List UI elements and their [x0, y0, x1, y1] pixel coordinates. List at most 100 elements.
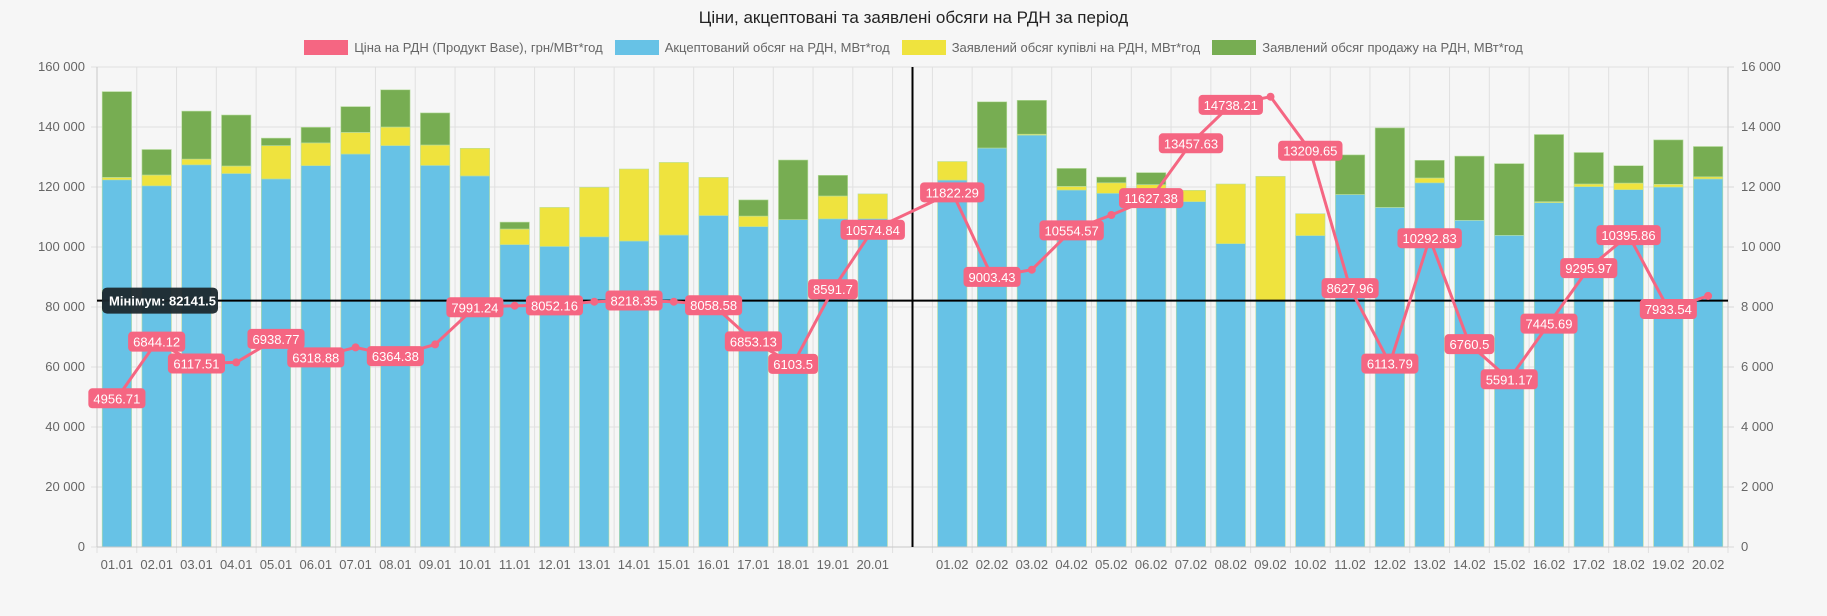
bar-segment-buy — [1414, 177, 1445, 184]
bar-segment-accepted — [1693, 178, 1724, 548]
x-tick-label: 15.02 — [1493, 557, 1526, 572]
x-tick-label: 20.01 — [856, 557, 889, 572]
price-data-label-bg — [446, 297, 504, 318]
bar-segment-accepted — [937, 179, 968, 548]
chart-title: Ціни, акцептовані та заявлені обсяги на … — [698, 8, 1129, 27]
x-tick-label: 10.02 — [1294, 557, 1327, 572]
bar-segment-sell — [778, 159, 809, 221]
bar-segment-accepted — [1096, 193, 1127, 548]
price-data-label: 9003.43 — [969, 270, 1016, 285]
x-tick-label: 04.02 — [1055, 557, 1088, 572]
price-data-label: 6318.88 — [292, 350, 339, 365]
bar-segment-buy — [1653, 184, 1684, 188]
bar-segment-accepted — [857, 218, 888, 548]
bar-segment-sell — [1414, 160, 1445, 179]
bar-segment-accepted — [101, 179, 132, 548]
x-tick-label: 02.02 — [976, 557, 1009, 572]
price-data-label: 6938.77 — [253, 332, 300, 347]
x-tick-label: 04.01 — [220, 557, 253, 572]
bar-segment-sell — [1335, 154, 1366, 195]
bar-segment-buy — [857, 193, 888, 220]
price-point — [590, 297, 599, 306]
price-data-label-bg — [605, 290, 663, 311]
x-tick-label: 09.02 — [1254, 557, 1287, 572]
bar-segment-accepted — [1016, 134, 1047, 548]
bar-segment-buy — [539, 207, 570, 247]
price-point — [232, 358, 241, 367]
bar-segment-sell — [340, 106, 371, 133]
price-data-label-bg — [1480, 369, 1538, 390]
price-data-label-bg — [1596, 225, 1661, 246]
x-tick-label: 01.02 — [936, 557, 969, 572]
legend-swatch-buy-volume — [901, 40, 946, 55]
x-tick-label: 02.01 — [140, 557, 173, 572]
bar-segment-sell — [1374, 127, 1405, 208]
bar-segment-accepted — [420, 165, 451, 548]
bar-segment-accepted — [778, 219, 809, 548]
legend-item-price[interactable]: Ціна на РДН (Продукт Base), грн/МВт*год — [304, 40, 603, 55]
bar-segment-buy — [658, 162, 689, 236]
axes: 0 20 000 40 000 60 000 80 000 100 000 120 000 1… — [38, 59, 1781, 572]
bar-segment-sell — [221, 114, 252, 167]
y-right-tick-label: 2 000 — [1741, 479, 1774, 494]
x-tick-label: 06.01 — [300, 557, 333, 572]
y-right-tick-label: 10 000 — [1741, 239, 1781, 254]
bar-segment-accepted — [1374, 207, 1405, 548]
bar-segment-buy — [420, 144, 451, 166]
bar-segment-buy — [817, 195, 848, 220]
price-point — [1027, 265, 1036, 274]
y-left-tick-label: 0 — [78, 539, 85, 554]
price-data-label-bg — [1321, 278, 1379, 299]
price-data-label: 8058.58 — [690, 298, 737, 313]
bar-segment-sell — [260, 137, 292, 146]
bar-segment-sell — [738, 199, 769, 217]
bar-segment-accepted — [1533, 202, 1565, 548]
price-data-label-bg — [840, 219, 905, 240]
y-left-tick-label: 40 000 — [45, 419, 85, 434]
legend-swatch-sell-volume — [1212, 40, 1257, 55]
x-tick-label: 14.01 — [618, 557, 651, 572]
y-left-tick-label: 20 000 — [45, 479, 85, 494]
bar-segment-accepted — [260, 178, 292, 548]
bar-segment-sell — [420, 112, 451, 146]
y-right-tick-label: 4 000 — [1741, 419, 1774, 434]
bar-segment-buy — [619, 168, 650, 242]
price-data-label: 11627.38 — [1125, 191, 1178, 206]
price-data-label: 7933.54 — [1645, 302, 1692, 317]
price-data-label: 6760.5 — [1450, 337, 1490, 352]
bar-segment-accepted — [1136, 188, 1167, 548]
bar-segment-accepted — [619, 240, 650, 548]
price-point — [669, 297, 678, 306]
bar-segment-buy — [141, 174, 172, 187]
bar-segment-accepted — [1056, 189, 1087, 548]
legend-item-accepted-volume[interactable]: Акцептований обсяг на РДН, МВт*год — [614, 40, 890, 55]
bar-segment-buy — [698, 177, 729, 216]
y-left-tick-label: 100 000 — [38, 239, 85, 254]
price-data-label-bg — [287, 347, 345, 368]
y-right-tick-label: 12 000 — [1741, 179, 1781, 194]
reference-lines — [97, 67, 1728, 547]
x-tick-label: 08.01 — [379, 557, 412, 572]
bar-segment-buy — [221, 165, 252, 174]
x-tick-label: 03.02 — [1016, 557, 1049, 572]
bar-segment-sell — [1454, 155, 1485, 221]
x-tick-label: 19.01 — [817, 557, 850, 572]
bar-segment-accepted — [579, 236, 610, 548]
bar-segment-sell — [1056, 168, 1087, 187]
legend-item-buy-volume[interactable]: Заявлений обсяг купівлі на РДН, МВт*год — [901, 40, 1200, 55]
bar-segment-accepted — [459, 175, 490, 548]
bar-segment-accepted — [658, 234, 689, 548]
legend-item-sell-volume[interactable]: Заявлений обсяг продажу на РДН, МВт*год — [1212, 40, 1523, 55]
bar-segment-accepted — [499, 244, 530, 548]
x-tick-label: 18.02 — [1612, 557, 1645, 572]
bar-segment-buy — [1693, 176, 1724, 180]
price-data-label: 9295.97 — [1565, 261, 1612, 276]
bar-segment-sell — [977, 101, 1008, 149]
y-left-tick-label: 140 000 — [38, 119, 85, 134]
bar-segment-sell — [141, 149, 172, 176]
price-data-label: 14738.21 — [1204, 98, 1258, 113]
bar-segment-sell — [817, 175, 848, 197]
price-data-label-bg — [808, 279, 858, 300]
price-point — [1266, 92, 1275, 101]
